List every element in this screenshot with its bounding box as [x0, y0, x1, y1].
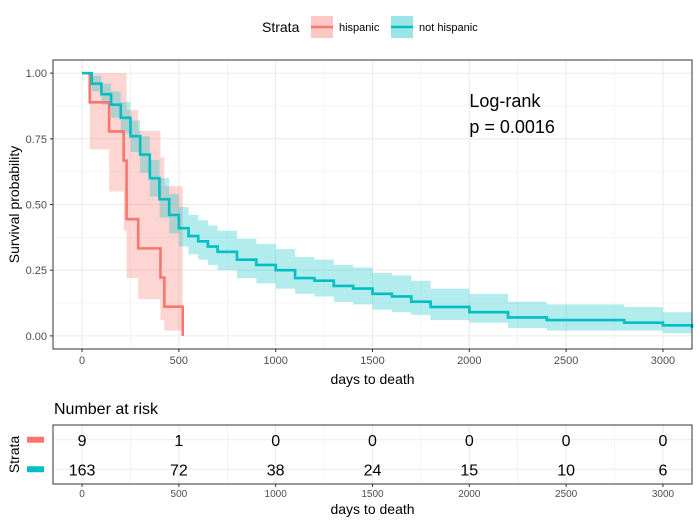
risk-cell-not-hispanic: 24	[364, 462, 382, 479]
x-tick-label: 1500	[360, 355, 384, 367]
risk-table-title: Number at risk	[54, 401, 159, 418]
confidence-band-hispanic	[82, 73, 183, 336]
risk-cell-not-hispanic: 38	[267, 462, 285, 479]
main-gridlines	[53, 60, 692, 349]
x-tick-label: 0	[79, 355, 85, 367]
legend: Strata hispanic not hispanic	[262, 16, 478, 38]
risk-cell-not-hispanic: 15	[460, 462, 478, 479]
risk-cell-hispanic: 0	[659, 433, 668, 450]
risk-cell-hispanic: 0	[562, 433, 571, 450]
risk-table-x-axis-title: days to death	[330, 501, 414, 517]
y-tick-label: 0.25	[26, 265, 47, 277]
legend-key-hispanic	[311, 16, 333, 38]
risk-cell-not-hispanic: 163	[69, 462, 96, 479]
risk-cell-hispanic: 1	[174, 433, 183, 450]
x-axis-title: days to death	[330, 371, 414, 387]
risk-table-gridlines	[53, 425, 692, 484]
x-tick-label: 500	[170, 355, 188, 367]
y-tick-label: 0.00	[26, 331, 47, 343]
risk-table-x-ticks: 0 500 1000 1500 2000 2500 3000	[79, 484, 675, 500]
risk-cell-not-hispanic: 6	[659, 462, 668, 479]
risk-table-y-axis-title: Strata	[6, 436, 22, 474]
x-tick-label: 2000	[457, 355, 481, 367]
confidence-bands	[82, 73, 692, 336]
confidence-band-not-hispanic	[82, 73, 692, 334]
x-tick-label: 1000	[263, 355, 287, 367]
log-rank-label: Log-rank	[469, 91, 541, 111]
x-tick-label: 3000	[651, 355, 675, 367]
risk-cell-hispanic: 0	[271, 433, 280, 450]
risk-x-tick-label: 0	[79, 489, 85, 500]
p-value-label: p = 0.0016	[469, 117, 555, 137]
risk-cell-not-hispanic: 10	[557, 462, 575, 479]
y-axis-title: Survival probability	[6, 146, 22, 264]
risk-x-tick-label: 2000	[458, 489, 481, 500]
survival-curves	[82, 71, 694, 336]
risk-x-tick-label: 500	[171, 489, 188, 500]
risk-cell-hispanic: 0	[465, 433, 474, 450]
risk-cell-not-hispanic: 72	[170, 462, 188, 479]
survival-curve-hispanic	[82, 71, 185, 336]
y-tick-label: 1.00	[26, 68, 47, 80]
legend-label-hispanic: hispanic	[339, 22, 380, 34]
legend-key-not-hispanic	[391, 16, 413, 38]
y-tick-label: 0.50	[26, 200, 47, 212]
y-axis-ticks: 0.00 0.25 0.50 0.75 1.00	[26, 68, 53, 343]
risk-table-strata-keys	[27, 436, 44, 473]
x-axis-ticks: 0 500 1000 1500 2000 2500 3000	[79, 349, 675, 367]
risk-x-tick-label: 1500	[361, 489, 384, 500]
risk-x-tick-label: 2500	[555, 489, 578, 500]
risk-x-tick-label: 3000	[652, 489, 675, 500]
legend-label-not-hispanic: not hispanic	[419, 22, 478, 34]
y-tick-label: 0.75	[26, 134, 47, 146]
survival-plot: 0.00 0.25 0.50 0.75 1.00 0 500 1000 1500 2000 250…	[6, 59, 694, 387]
risk-cell-hispanic: 9	[78, 433, 87, 450]
legend-title: Strata	[262, 19, 300, 35]
risk-x-tick-label: 1000	[265, 489, 288, 500]
x-tick-label: 2500	[554, 355, 578, 367]
risk-key-not-hispanic	[27, 466, 44, 473]
survival-curve-not-hispanic	[82, 71, 694, 328]
risk-cell-hispanic: 0	[368, 433, 377, 450]
risk-key-hispanic	[27, 436, 44, 443]
